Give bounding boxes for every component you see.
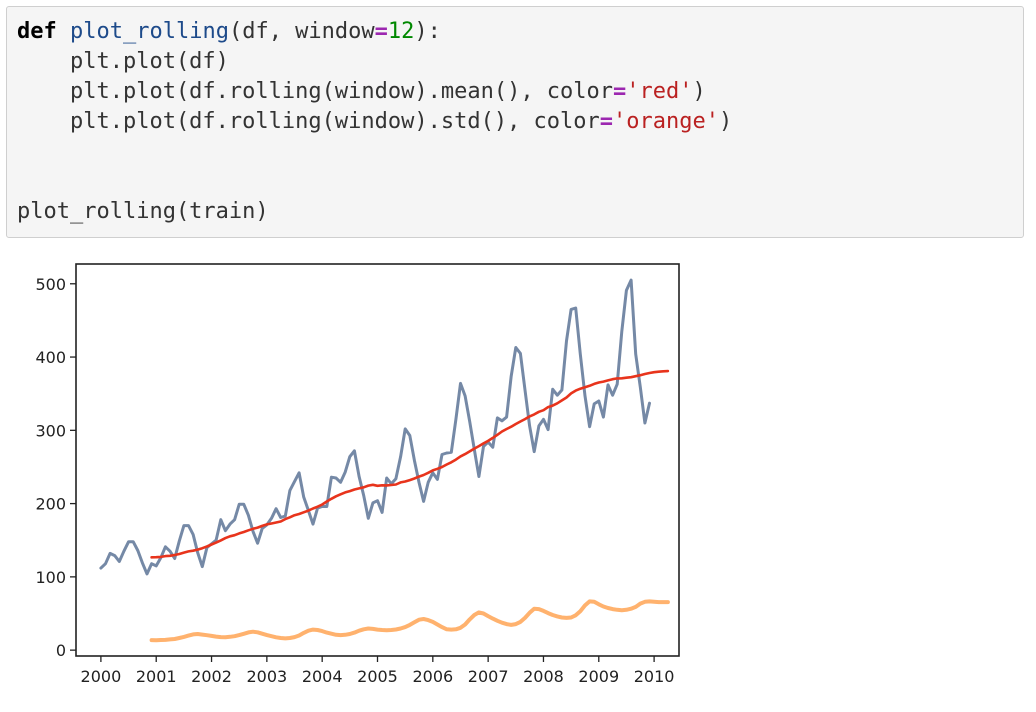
x-tick-label: 2010 (634, 667, 675, 686)
code-token: 'orange' (613, 109, 720, 134)
x-tick-label: 2006 (412, 667, 453, 686)
y-tick-label: 300 (35, 421, 66, 440)
series-line-df (99, 278, 651, 576)
x-tick-label: 2008 (523, 667, 564, 686)
code-token: = (599, 109, 614, 134)
code-line: plt.plot(df.rolling(window).std(), color… (17, 107, 1023, 137)
rolling-plot: 0 100 200 300 400 500 2000 2001 2002 2003 2004 2005… (35, 263, 680, 686)
code-token: plt.plot(df.rolling(window).std(), color (17, 109, 600, 134)
code-line: plt.plot(df) (17, 47, 1023, 77)
x-tick-label: 2009 (578, 667, 619, 686)
y-tick-label: 500 (35, 275, 66, 294)
code-token (57, 19, 70, 44)
code-token: = (374, 19, 388, 44)
code-line: plt.plot(df.rolling(window).mean(), colo… (17, 77, 1023, 107)
cell-output: 0 100 200 300 400 500 2000 2001 2002 2003 2004 2005… (0, 248, 700, 708)
code-line: plot_rolling(train) (17, 197, 1023, 227)
code-token: ): (414, 19, 441, 44)
code-line: def plot_rolling(df, window=12): (17, 17, 1023, 47)
series-line-rolling_std (149, 599, 670, 643)
code-token: plt.plot(df.rolling(window).mean(), colo… (17, 79, 614, 104)
x-tick-label: 2007 (468, 667, 509, 686)
y-tick-label: 100 (35, 568, 66, 587)
code-token: ) (692, 79, 706, 104)
y-tick-label: 400 (35, 348, 66, 367)
code-cell[interactable]: def plot_rolling(df, window=12): plt.plo… (6, 6, 1024, 238)
x-tick-label: 2001 (136, 667, 177, 686)
x-tick-label: 2005 (357, 667, 398, 686)
code-token: = (613, 79, 627, 104)
plot-frame (75, 263, 680, 657)
code-editor[interactable]: def plot_rolling(df, window=12): plt.plo… (7, 7, 1023, 227)
code-line (17, 137, 1023, 167)
code-token: (df, window (228, 19, 375, 44)
code-token: plot_rolling(train) (17, 199, 269, 224)
code-token: def (17, 19, 57, 44)
x-tick-label: 2000 (81, 667, 122, 686)
code-token: plot_rolling (70, 19, 229, 44)
x-tick-label: 2004 (302, 667, 343, 686)
code-token: ) (719, 109, 733, 134)
x-tick-label: 2002 (191, 667, 232, 686)
series-line-rolling_mean (150, 369, 670, 559)
y-tick-label: 0 (56, 641, 66, 660)
code-token: 'red' (626, 79, 693, 104)
code-token: 12 (387, 19, 415, 44)
y-tick-label: 200 (35, 495, 66, 514)
code-line (17, 167, 1023, 197)
x-tick-label: 2003 (246, 667, 287, 686)
code-token: plt.plot(df) (17, 49, 229, 74)
